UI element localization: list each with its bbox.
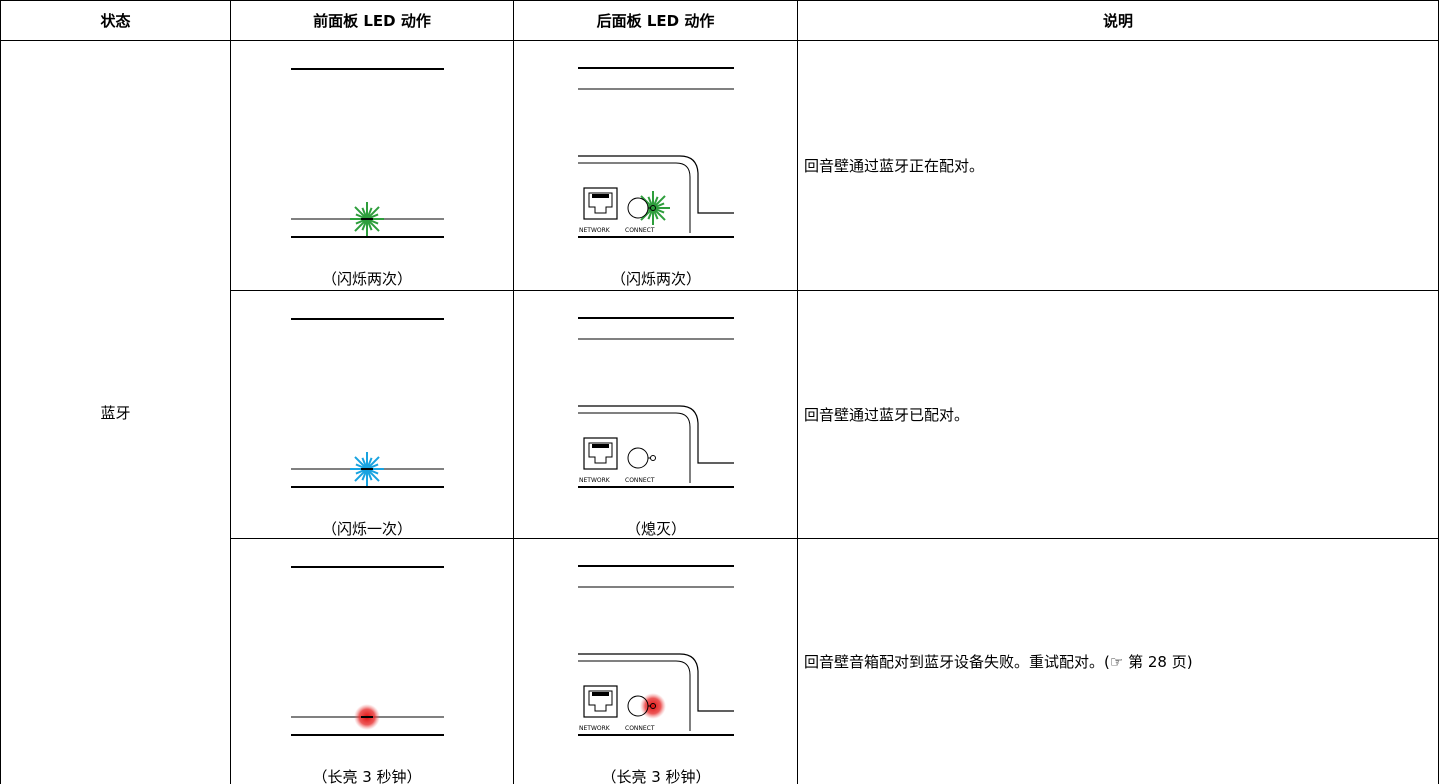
front-illustration: （闪烁两次） — [291, 68, 444, 288]
description-cell: 回音壁通过蓝牙已配对。 — [797, 290, 1439, 539]
front-caption: （闪烁一次） — [322, 520, 412, 538]
jack-inner — [588, 690, 613, 712]
device-outline — [578, 412, 691, 483]
jack-inner — [588, 192, 613, 214]
device-outline — [578, 155, 734, 214]
front-illustration: （长亮 3 秒钟） — [291, 566, 444, 784]
front-caption: （闪烁两次） — [322, 270, 412, 288]
back-cell: NETWORK CONNECT （闪烁两次） — [513, 40, 798, 291]
led-ray — [366, 456, 380, 470]
front-cell: （长亮 3 秒钟） — [230, 538, 514, 784]
device-outline — [578, 660, 691, 731]
connect-led — [650, 455, 656, 461]
front-cell: （闪烁一次） — [230, 290, 514, 539]
description-cell: 回音壁通过蓝牙正在配对。 — [797, 40, 1439, 291]
port-label: CONNECT — [625, 725, 655, 732]
table-row: 蓝牙 （闪烁两次） NETWORK CONNECT （闪烁两次） 回音壁通过蓝牙正在配对。 — [0, 40, 1439, 784]
led-ray — [354, 206, 368, 220]
back-illustration: NETWORK CONNECT （闪烁两次） — [578, 67, 734, 288]
jack-inner — [588, 442, 613, 464]
header-cell: 前面板 LED 动作 — [230, 0, 514, 41]
device-outline — [578, 653, 734, 712]
led-ray — [354, 468, 368, 482]
state-cell: 蓝牙 — [0, 40, 231, 784]
back-caption: （长亮 3 秒钟） — [601, 768, 710, 784]
connect-led — [650, 205, 656, 211]
jack-pins — [592, 692, 609, 696]
header-cell: 状态 — [0, 0, 231, 41]
device-outline — [578, 162, 691, 233]
jack-pins — [592, 194, 609, 198]
led-glow — [640, 693, 666, 719]
header-row: 状态 前面板 LED 动作 后面板 LED 动作 说明 — [0, 0, 1439, 41]
connect-led — [650, 703, 656, 709]
led-ray — [366, 218, 380, 232]
led-ray — [354, 456, 368, 470]
port-label: CONNECT — [625, 227, 655, 234]
jack-pins — [592, 444, 609, 448]
front-illustration: （闪烁一次） — [291, 318, 444, 538]
table-row: （长亮 3 秒钟） NETWORK CONNECT （长亮 3 秒钟） 回音壁音箱配对到… — [1, 538, 1439, 784]
port-label: CONNECT — [625, 477, 655, 484]
back-caption: （闪烁两次） — [611, 270, 701, 288]
front-caption: （长亮 3 秒钟） — [312, 768, 421, 784]
back-caption: （熄灭） — [626, 520, 686, 538]
device-outline — [578, 405, 734, 464]
front-cell: （闪烁两次） — [230, 40, 514, 291]
description-cell: 回音壁音箱配对到蓝牙设备失败。重试配对。(☞ 第 28 页) — [797, 538, 1439, 784]
header-cell: 后面板 LED 动作 — [513, 0, 798, 41]
led-ray — [366, 206, 380, 220]
table-body: 蓝牙 （闪烁两次） NETWORK CONNECT （闪烁两次） 回音壁通过蓝牙正在配对。… — [0, 40, 1439, 784]
led-ray — [652, 202, 665, 209]
connect-button — [627, 197, 649, 219]
led-ray — [354, 218, 368, 232]
back-cell: NETWORK CONNECT （熄灭） — [513, 290, 798, 539]
table-row: （闪烁一次） NETWORK CONNECT （熄灭） 回音壁通过蓝牙已配对。 — [1, 290, 1439, 539]
back-illustration: NETWORK CONNECT （长亮 3 秒钟） — [578, 565, 734, 784]
back-cell: NETWORK CONNECT （长亮 3 秒钟） — [513, 538, 798, 784]
back-illustration: NETWORK CONNECT （熄灭） — [578, 317, 734, 538]
port-label: NETWORK — [579, 725, 611, 732]
port-label: NETWORK — [579, 227, 611, 234]
header-cell: 说明 — [797, 0, 1439, 41]
port-label: NETWORK — [579, 477, 611, 484]
led-ray — [366, 468, 380, 482]
connect-button — [627, 447, 649, 469]
